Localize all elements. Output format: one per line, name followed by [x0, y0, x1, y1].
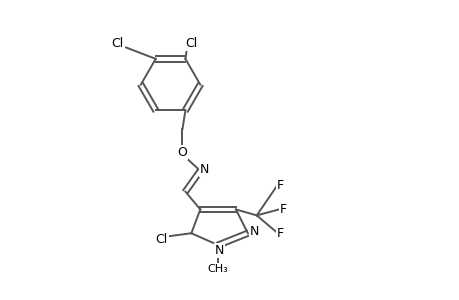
Text: CH₃: CH₃	[207, 264, 228, 274]
Text: Cl: Cl	[111, 37, 123, 50]
Text: F: F	[276, 227, 284, 240]
Text: N: N	[249, 225, 258, 238]
Text: F: F	[276, 179, 284, 192]
Text: O: O	[177, 146, 187, 160]
Text: Cl: Cl	[155, 233, 168, 246]
Text: F: F	[280, 203, 286, 216]
Text: N: N	[200, 163, 209, 176]
Text: Cl: Cl	[185, 37, 197, 50]
Text: N: N	[214, 244, 224, 257]
